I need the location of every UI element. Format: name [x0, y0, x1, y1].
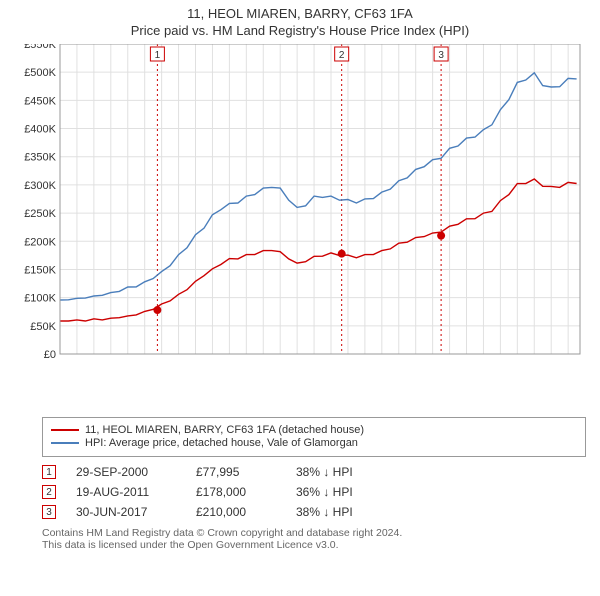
legend-item: HPI: Average price, detached house, Vale… — [51, 437, 577, 449]
ytick-label: £450K — [24, 95, 56, 107]
title-line-1: 11, HEOL MIAREN, BARRY, CF63 1FA — [0, 6, 600, 21]
marker-row: 2 19-AUG-2011 £178,000 36% ↓ HPI — [42, 485, 586, 499]
ytick-label: £150K — [24, 264, 56, 276]
ytick-label: £550K — [24, 44, 56, 51]
marker-badge-num: 1 — [155, 50, 161, 61]
marker-badge-num: 2 — [339, 50, 345, 61]
marker-row: 1 29-SEP-2000 £77,995 38% ↓ HPI — [42, 465, 586, 479]
footer-line-2: This data is licensed under the Open Gov… — [42, 539, 586, 551]
legend-label: HPI: Average price, detached house, Vale… — [85, 437, 358, 449]
footer: Contains HM Land Registry data © Crown c… — [42, 527, 586, 551]
marker-date: 29-SEP-2000 — [76, 465, 176, 479]
footer-line-1: Contains HM Land Registry data © Crown c… — [42, 527, 586, 539]
ytick-label: £250K — [24, 208, 56, 220]
marker-row-badge: 3 — [42, 505, 56, 519]
marker-date: 19-AUG-2011 — [76, 485, 176, 499]
marker-row: 3 30-JUN-2017 £210,000 38% ↓ HPI — [42, 505, 586, 519]
series-price_paid — [60, 179, 577, 321]
title-line-2: Price paid vs. HM Land Registry's House … — [0, 23, 600, 38]
marker-pct: 36% ↓ HPI — [296, 485, 353, 499]
marker-rows: 1 29-SEP-2000 £77,995 38% ↓ HPI 2 19-AUG-2011… — [42, 465, 586, 519]
legend-label: 11, HEOL MIAREN, BARRY, CF63 1FA (detach… — [85, 424, 364, 436]
marker-date: 30-JUN-2017 — [76, 505, 176, 519]
series-hpi — [60, 73, 577, 300]
marker-price: £210,000 — [196, 505, 276, 519]
sale-point — [153, 306, 161, 314]
ytick-label: £200K — [24, 236, 56, 248]
legend-swatch — [51, 442, 79, 444]
chart: £0 £50K £100K £150K £200K £250K £300K £350K £400… — [14, 44, 586, 409]
ytick-label: £350K — [24, 152, 56, 164]
marker-price: £77,995 — [196, 465, 276, 479]
marker-badge-num: 3 — [438, 50, 444, 61]
sale-point — [338, 250, 346, 258]
ytick-label: £400K — [24, 124, 56, 136]
marker-price: £178,000 — [196, 485, 276, 499]
ytick-label: £100K — [24, 293, 56, 305]
marker-row-badge: 1 — [42, 465, 56, 479]
ytick-label: £50K — [30, 321, 56, 333]
ytick-label: £0 — [44, 349, 56, 361]
ytick-label: £500K — [24, 67, 56, 79]
legend-swatch — [51, 429, 79, 431]
marker-pct: 38% ↓ HPI — [296, 465, 353, 479]
sale-point — [437, 232, 445, 240]
ytick-label: £300K — [24, 180, 56, 192]
legend-item: 11, HEOL MIAREN, BARRY, CF63 1FA (detach… — [51, 424, 577, 436]
legend: 11, HEOL MIAREN, BARRY, CF63 1FA (detach… — [42, 417, 586, 457]
marker-pct: 38% ↓ HPI — [296, 505, 353, 519]
marker-row-badge: 2 — [42, 485, 56, 499]
